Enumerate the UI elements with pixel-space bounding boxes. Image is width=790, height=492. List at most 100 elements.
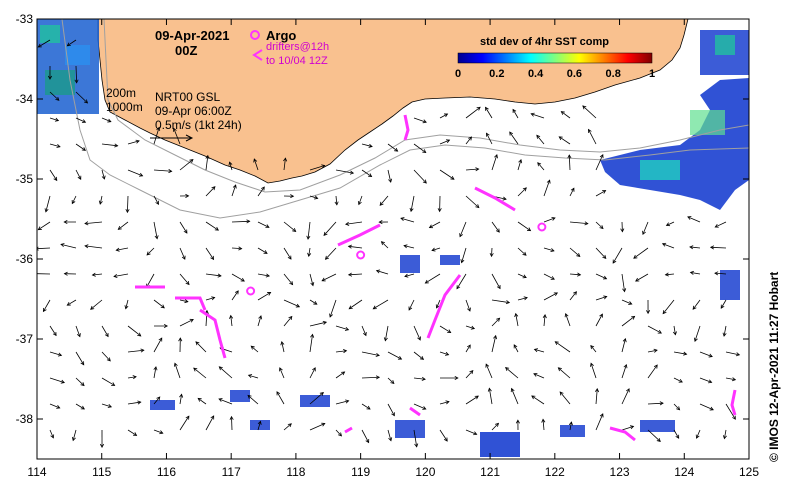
current-vector-head [720,304,725,309]
current-vector-head [210,415,215,420]
current-vector-head [631,315,636,320]
current-vector [309,273,314,286]
current-vector [485,107,493,119]
current-vector [621,364,627,379]
current-vector [404,273,415,277]
current-vector-head [156,396,161,401]
current-vector [517,273,527,278]
current-vector [542,419,545,431]
y-tick-label: -33 [16,12,34,26]
current-vector [673,403,680,411]
current-vector [465,429,477,435]
current-vector [321,273,337,282]
current-vector [230,315,233,327]
current-vector [673,325,676,335]
current-vector [309,299,318,305]
current-vector [308,247,311,257]
current-vector [534,349,545,353]
current-vector [248,374,259,379]
current-vector [219,366,233,379]
current-vector [101,403,112,408]
current-vector-head [56,144,61,148]
current-vector-head [676,406,681,411]
current-vector [153,429,163,434]
current-vector-head [397,355,403,360]
current-vector [517,187,527,197]
current-vector-head [63,219,68,225]
current-vector-head [595,388,600,393]
current-vector [647,429,661,442]
current-vector-head [661,242,667,247]
current-vector [67,299,77,306]
current-vector-head [550,248,555,253]
current-vector-head [60,379,66,384]
current-vector [491,154,498,171]
current-vector-head [81,147,87,151]
current-vector-head [476,106,481,111]
current-vector-head [444,351,450,356]
current-vector [361,429,370,443]
current-vector [307,221,311,240]
current-vector-head [83,99,89,104]
current-vector-head [431,247,436,252]
y-tick-label: -35 [16,172,34,186]
current-vector-head [646,310,651,315]
current-vector-head [60,243,65,248]
current-vector-head [232,184,237,189]
current-vector-head [185,281,190,286]
current-vector [429,221,441,229]
current-vector [491,335,497,353]
current-vector [699,351,713,357]
current-vector-head [485,132,490,137]
current-vector-head [345,221,350,226]
current-vector [173,128,181,145]
current-vector [71,195,77,204]
current-vector [67,39,77,47]
current-vector-head [375,352,380,357]
current-vector-head [91,272,96,277]
current-vector [633,247,649,259]
current-vector-head [210,255,215,261]
current-vector-head [485,106,489,111]
current-vector [569,422,572,431]
current-vector-head [683,351,688,356]
current-vector-head [629,425,635,430]
current-vector [146,273,155,288]
current-vector-head [319,392,324,396]
current-vector-head [570,187,575,192]
current-vector-head [77,175,82,180]
product-label: NRT00 GSL [155,90,220,104]
current-vector [720,299,727,309]
current-vector [403,245,415,249]
current-vector-head [113,273,118,278]
current-vector-head [522,187,527,192]
current-vector-head [265,224,270,228]
current-vector-head [620,228,625,233]
plot-frame [36,18,750,460]
x-tick-label: 120 [415,465,435,479]
current-vector [358,195,363,205]
current-vector [205,155,209,171]
current-vector-head [485,363,490,368]
current-vector [348,273,363,276]
current-vector [376,270,389,275]
current-vector-head [512,108,517,113]
current-vector-head [81,119,87,123]
x-tick-label: 124 [674,465,694,479]
current-vector [49,169,58,181]
current-vector-head [689,245,694,250]
x-tick-label: 122 [545,465,565,479]
current-vector [543,180,551,197]
current-vector [515,313,519,327]
current-vector [715,221,727,228]
current-vector [113,273,129,277]
current-vector [309,195,318,199]
current-vector [257,186,265,197]
current-vector-head [612,259,617,264]
current-vector-head [344,326,350,331]
current-vector [127,169,143,177]
current-vector-head [163,323,169,329]
current-vector [486,133,493,145]
current-vector [517,297,528,301]
current-vector-head [470,325,476,330]
